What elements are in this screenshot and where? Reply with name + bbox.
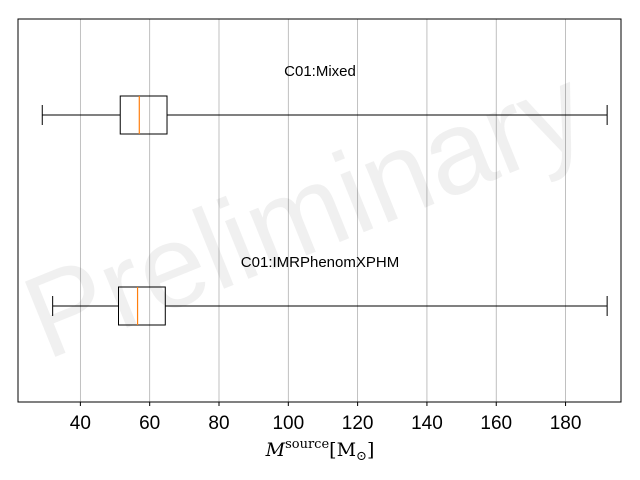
- box-c01-mixed: C01:Mixed: [41, 63, 608, 135]
- x-tick-label-140: 140: [411, 413, 443, 434]
- preliminary-watermark: Preliminary: [7, 41, 604, 384]
- x-axis-label-symbol: M: [265, 439, 286, 461]
- iqr-box: [119, 95, 168, 135]
- x-axis-label-unit: [M: [329, 439, 356, 461]
- box-c01-imrphenomxphm: C01:IMRPhenomXPHM: [52, 254, 608, 326]
- x-axis-label: Msource[M⊙]: [265, 437, 375, 464]
- grid-lines: [79, 19, 566, 402]
- plot-frame: [17, 18, 622, 403]
- x-axis-label-unit-subscript: ⊙: [356, 449, 367, 464]
- box-layer: C01:Mixed C01:IMRPhenomXPHM: [41, 63, 608, 326]
- x-tick-label-160: 160: [480, 413, 512, 434]
- series-label-c01-mixed: C01:Mixed: [284, 63, 356, 80]
- x-axis-label-superscript: source: [285, 437, 329, 452]
- x-tick-label-120: 120: [342, 413, 374, 434]
- series-label-c01-imrphenomxphm: C01:IMRPhenomXPHM: [241, 254, 399, 271]
- x-axis-label-unit-close: ]: [367, 439, 374, 461]
- x-tick-label-40: 40: [70, 413, 91, 434]
- x-tick-label-100: 100: [272, 413, 304, 434]
- x-tick-label-80: 80: [208, 413, 229, 434]
- x-tick-label-180: 180: [550, 413, 582, 434]
- x-axis: 40 60 80 100 120 140 160 180: [70, 402, 582, 434]
- iqr-box: [118, 286, 166, 326]
- x-tick-label-60: 60: [139, 413, 160, 434]
